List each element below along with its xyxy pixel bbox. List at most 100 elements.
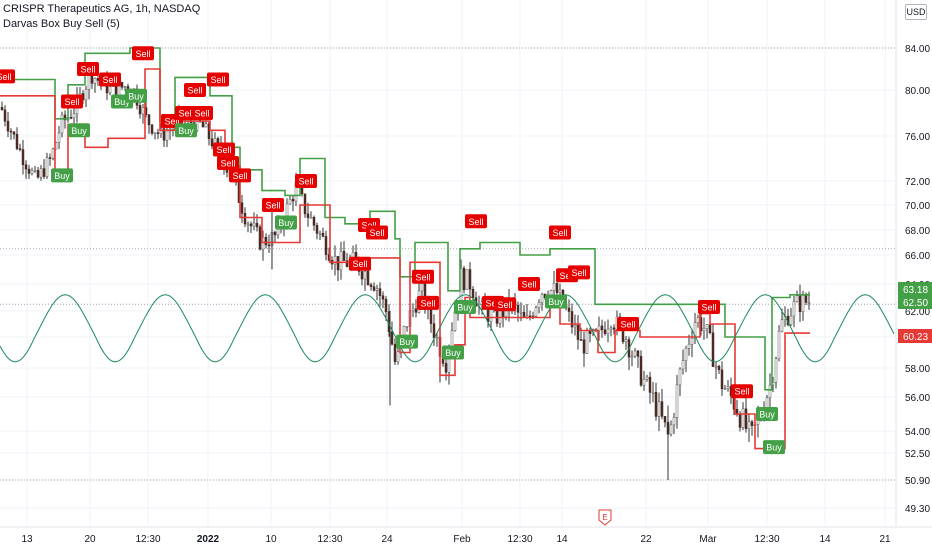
sell-signal[interactable]: Sell	[213, 142, 235, 157]
sell-signal[interactable]: Sell	[229, 168, 251, 183]
candle-body	[84, 89, 88, 101]
x-tick-label: 14	[556, 534, 568, 545]
candle-body	[153, 132, 157, 134]
candle-body	[273, 231, 277, 236]
sell-signal[interactable]: Sell	[207, 72, 229, 87]
sell-signal[interactable]: Sell	[518, 277, 540, 291]
candle-body	[36, 170, 40, 178]
signal-label: Buy	[114, 97, 130, 107]
sell-signal[interactable]: Sell	[549, 225, 571, 240]
sell-signal[interactable]: Sell	[262, 198, 284, 212]
signal-label: Buy	[457, 302, 473, 312]
signal-label: Sell	[210, 75, 225, 85]
candle-body	[489, 309, 493, 322]
sell-signal[interactable]: Sell	[295, 174, 317, 188]
candle-body	[123, 86, 127, 88]
currency-button[interactable]: USD	[905, 4, 927, 20]
earnings-event-marker[interactable]: E	[598, 509, 612, 526]
sell-signal[interactable]: Sell	[465, 214, 487, 229]
signal-box	[184, 83, 206, 97]
buy-signal[interactable]: Buy	[454, 299, 476, 314]
signal-box	[412, 269, 434, 284]
x-tick-label: 12:30	[317, 534, 342, 545]
signal-box	[295, 174, 317, 188]
candle-body	[345, 260, 349, 267]
candle-body	[249, 223, 253, 227]
candle-body	[645, 376, 649, 380]
buy-signal[interactable]: Buy	[275, 215, 297, 230]
candle-body	[0, 107, 4, 110]
sell-signal[interactable]: Sell	[99, 72, 121, 87]
sell-signal[interactable]: Sell	[494, 297, 516, 312]
signal-label: Sell	[0, 72, 12, 82]
sell-signal[interactable]: Sell	[366, 225, 388, 240]
sell-signal[interactable]: Sell	[698, 299, 720, 314]
candle-body	[687, 343, 691, 349]
price-label-bg	[898, 282, 932, 296]
y-tick-label: 70.00	[905, 201, 930, 212]
candle-body	[576, 325, 580, 340]
signal-label: Sell	[734, 387, 749, 397]
sell-signal[interactable]: Sell	[731, 384, 753, 399]
signal-box	[61, 94, 83, 109]
candle-body	[396, 351, 400, 363]
sell-signal[interactable]: Sell	[417, 295, 439, 310]
sell-signal[interactable]: Sell	[0, 69, 15, 84]
signal-box	[465, 214, 487, 229]
box-bottom-line	[0, 68, 810, 450]
candle-body	[630, 355, 634, 358]
buy-signal[interactable]: Buy	[763, 440, 785, 455]
buy-signal[interactable]: Buy	[396, 334, 418, 349]
candle-body	[690, 337, 694, 345]
candle-body	[612, 327, 616, 330]
signal-box	[213, 142, 235, 157]
indicator-legend[interactable]: Darvas Box Buy Sell (5)	[3, 18, 120, 30]
candle-body	[12, 131, 16, 135]
signal-box	[51, 168, 73, 183]
candle-body	[558, 289, 562, 293]
candle-body	[6, 120, 10, 132]
signal-box	[207, 72, 229, 87]
signal-box	[366, 225, 388, 240]
buy-signal[interactable]: Buy	[756, 407, 778, 421]
sell-signal[interactable]: Sell	[132, 46, 154, 61]
sell-signal[interactable]: Sell	[184, 83, 206, 97]
signal-label: Buy	[759, 410, 775, 420]
price-label: 62.50	[898, 295, 932, 309]
y-tick-label: 56.00	[905, 393, 930, 404]
candle-body	[795, 295, 799, 303]
candle-body	[603, 329, 607, 334]
signal-label: Sell	[80, 65, 95, 75]
candle-body	[24, 164, 28, 170]
signal-label: Sell	[620, 320, 635, 330]
candle-body	[366, 271, 370, 286]
sell-signal[interactable]: Sell	[77, 62, 99, 76]
signal-label: Sell	[135, 49, 150, 59]
buy-signal[interactable]: Buy	[545, 294, 567, 309]
sell-signal[interactable]: Sell	[217, 156, 239, 170]
sell-signal[interactable]: Sell	[617, 317, 639, 331]
buy-signal[interactable]: Buy	[125, 88, 147, 103]
candle-body	[702, 328, 706, 332]
sell-signal[interactable]: Sell	[349, 256, 371, 271]
signal-box	[125, 88, 147, 103]
candle-body	[717, 365, 721, 371]
sell-signal[interactable]: Sell	[191, 106, 213, 120]
buy-signal[interactable]: Buy	[68, 123, 90, 138]
event-marker-shape	[598, 509, 612, 526]
candle-body	[675, 384, 679, 418]
buy-signal[interactable]: Buy	[442, 345, 464, 360]
sell-signal[interactable]: Sell	[568, 265, 590, 280]
candle-body	[240, 202, 244, 214]
buy-signal[interactable]: Buy	[51, 168, 73, 183]
signal-box	[756, 407, 778, 421]
sell-signal[interactable]: Sell	[61, 94, 83, 109]
sell-signal[interactable]: Sell	[412, 269, 434, 284]
buy-signal[interactable]: Buy	[175, 123, 197, 138]
x-tick-label: Feb	[453, 534, 471, 545]
signal-label: Buy	[54, 171, 70, 181]
time-axis-background	[0, 527, 932, 550]
signal-label: Sell	[485, 298, 500, 308]
